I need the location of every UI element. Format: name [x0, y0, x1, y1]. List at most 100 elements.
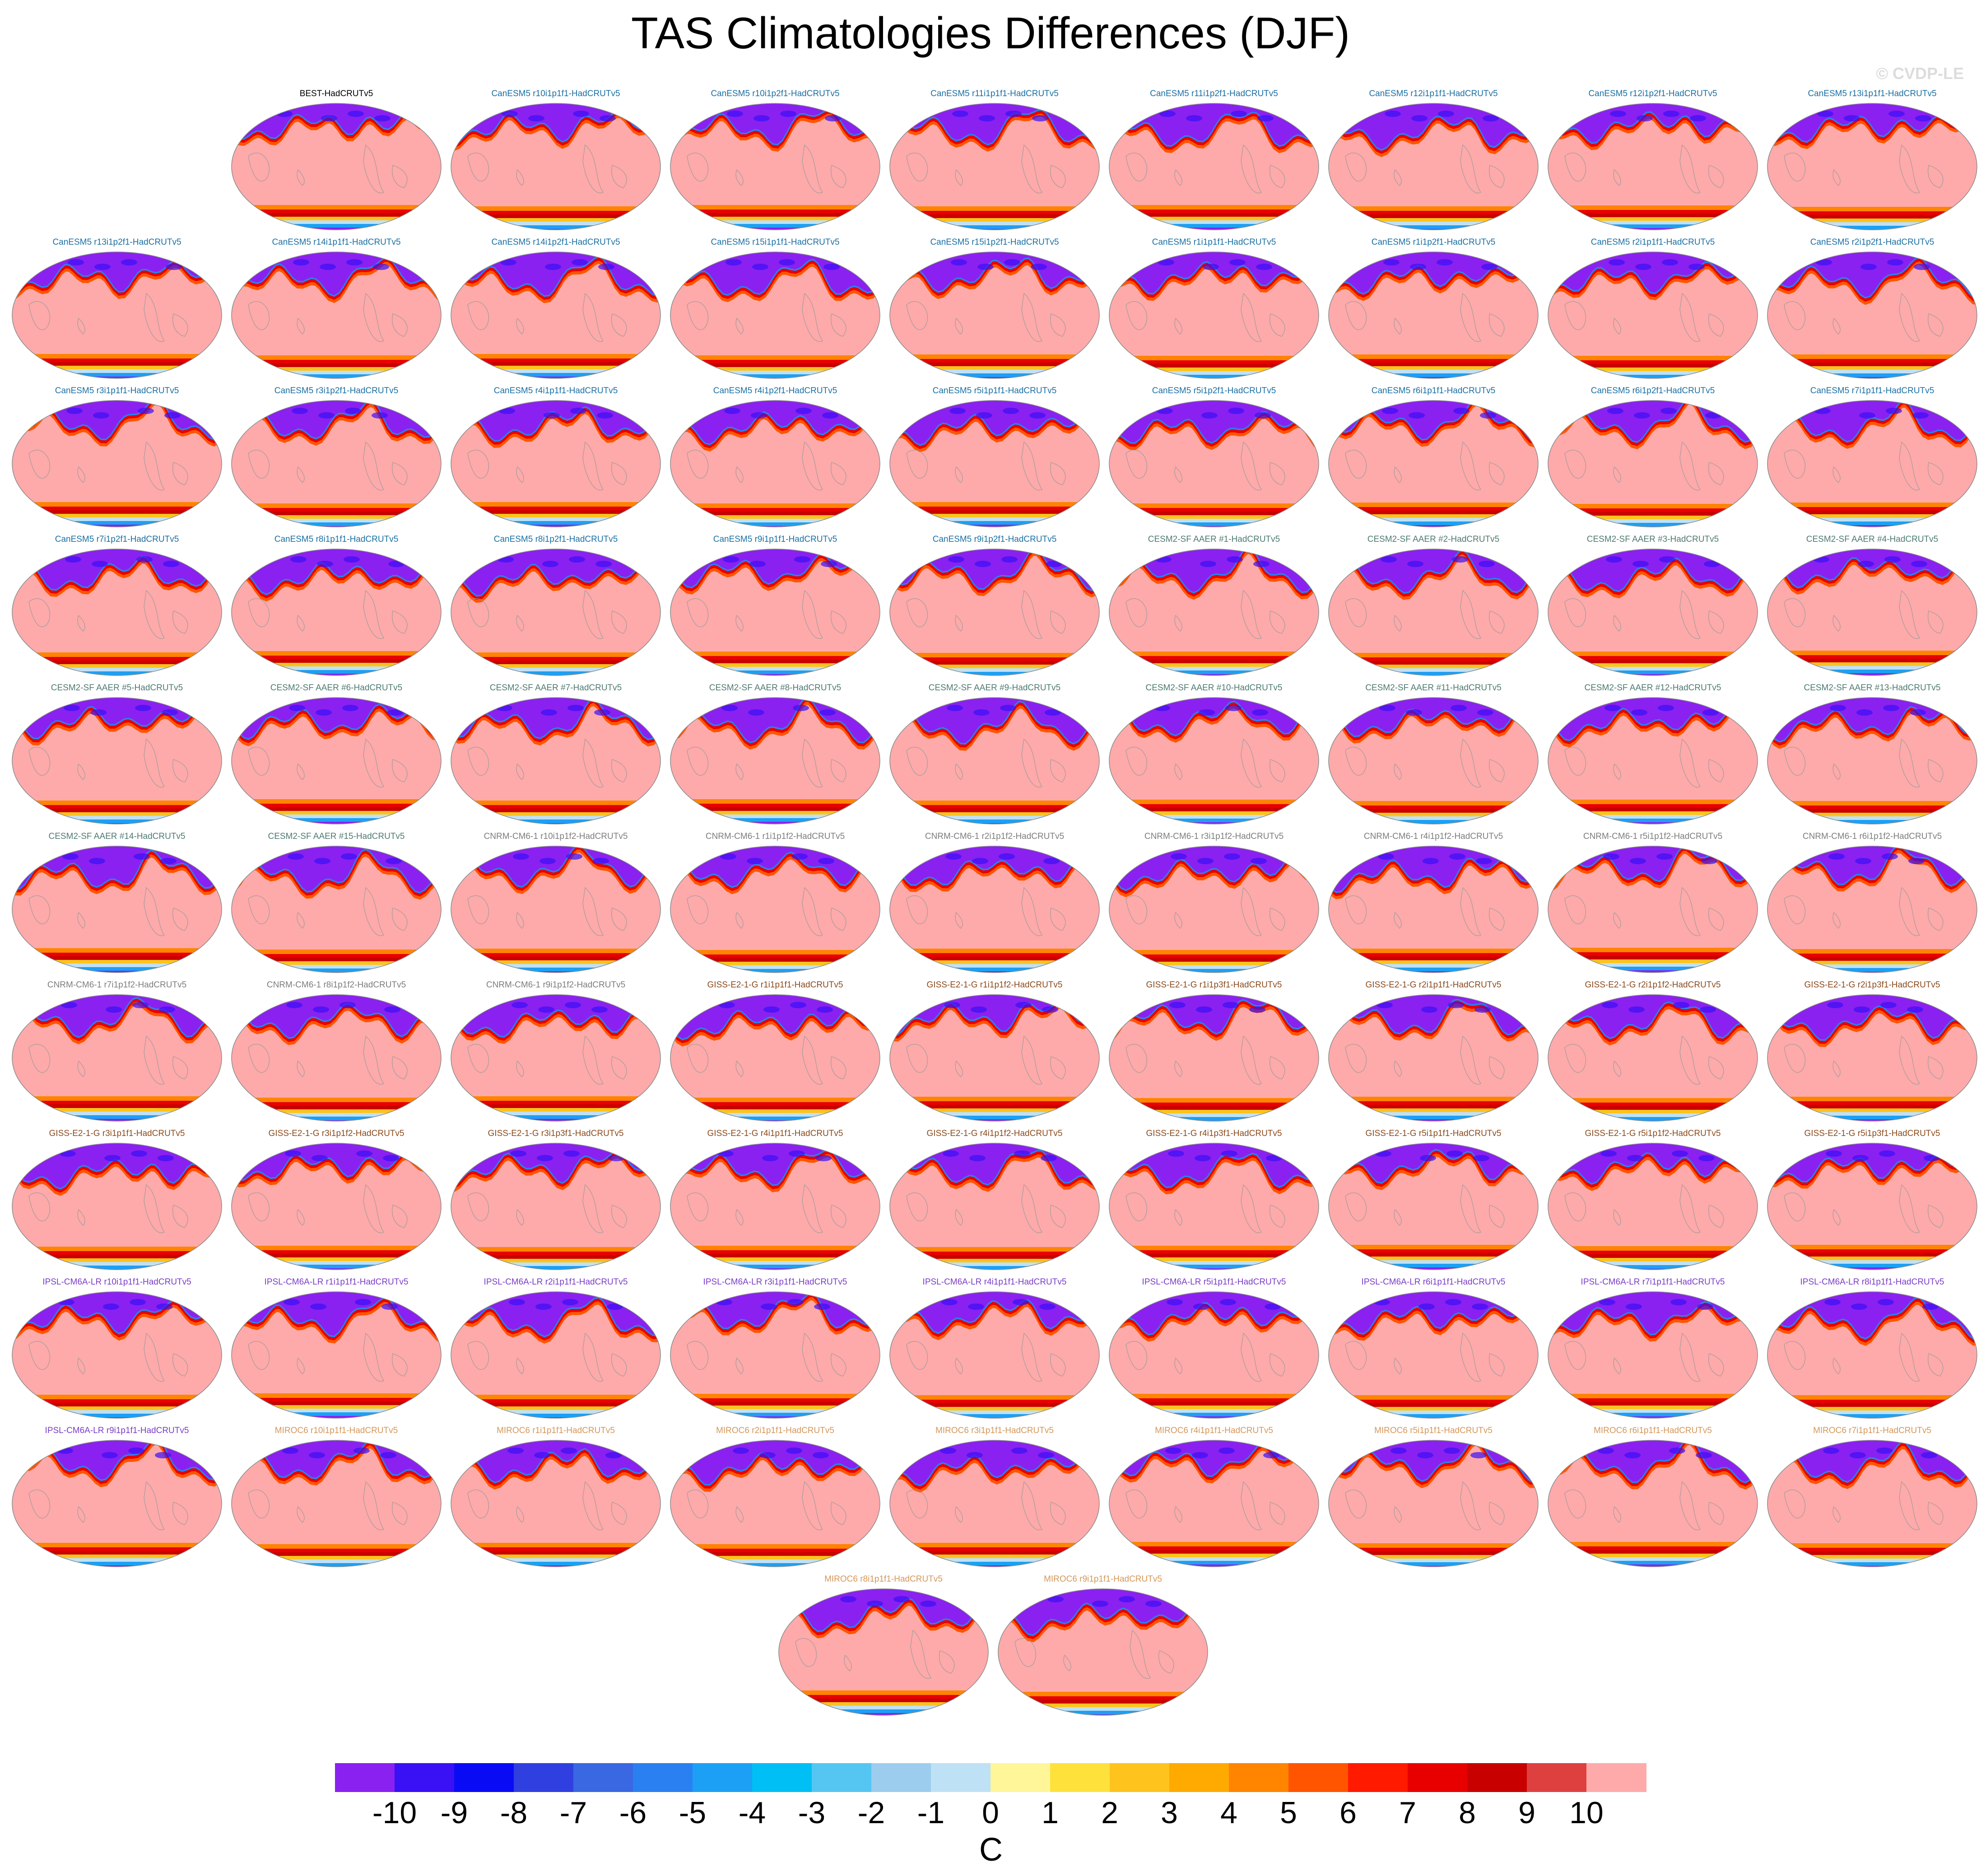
- map-southern-band: [890, 1410, 1099, 1415]
- panel-label: IPSL-CM6A-LR r6i1p1f1-HadCRUTv5: [1361, 1277, 1506, 1287]
- map-cold-region: [890, 549, 1099, 590]
- map-cold-patch: [320, 264, 336, 270]
- map-coastline: [1460, 1481, 1482, 1531]
- map-southern-band: [1767, 1097, 1977, 1102]
- map-coastline: [1564, 1341, 1586, 1370]
- map-southern-band: [1109, 1554, 1319, 1558]
- panel-label: IPSL-CM6A-LR r8i1p1f1-HadCRUTv5: [1800, 1277, 1944, 1287]
- map-cold-patch: [608, 1155, 624, 1161]
- map-coastline: [28, 1341, 51, 1370]
- map-coastline: [1832, 1209, 1841, 1226]
- map-southern-band: [670, 224, 880, 228]
- map-southern-band: [1109, 1098, 1319, 1103]
- map-front-band: [670, 1012, 880, 1047]
- map-front-band: [890, 417, 1099, 452]
- map-coastline: [1394, 466, 1402, 483]
- map-southern-band: [451, 1417, 660, 1418]
- map-cold-patch: [1293, 1150, 1309, 1157]
- map-southern-band: [1109, 1561, 1319, 1565]
- map-panel: CESM2-SF AAER #2-HadCRUTv5: [1324, 534, 1543, 683]
- map-southern-band: [232, 1544, 441, 1549]
- panel-map: [778, 1588, 989, 1716]
- map-southern-band: [670, 1413, 880, 1417]
- map-southern-band: [1329, 229, 1538, 230]
- map-southern-band: [1109, 958, 1319, 962]
- map-cold-patch: [1157, 408, 1173, 414]
- map-cold-patch: [1722, 1448, 1739, 1454]
- map-coastline: [611, 1056, 627, 1080]
- panel-label: CESM2-SF AAER #4-HadCRUTv5: [1806, 535, 1939, 544]
- map-coastline: [1613, 466, 1621, 483]
- map-southern-band: [232, 1552, 441, 1556]
- map-cold-patch: [1701, 858, 1717, 864]
- map-southern-band: [1329, 953, 1538, 957]
- map-coastline: [248, 301, 270, 331]
- map-outline: [1548, 1291, 1758, 1419]
- map-front-band: [1109, 699, 1319, 737]
- map-outline: [1328, 103, 1539, 230]
- map-southern-band: [1548, 1262, 1758, 1266]
- map-coastline: [297, 1209, 305, 1226]
- map-southern-band: [1767, 1543, 1977, 1548]
- map-cold-region: [232, 549, 441, 594]
- map-cold-patch: [818, 858, 834, 864]
- map-front-band: [890, 413, 1099, 446]
- map-coastline: [1489, 1056, 1505, 1080]
- map-front-band: [1329, 1152, 1538, 1190]
- map-front-band: [1109, 1443, 1319, 1482]
- panel-label: BEST-HadCRUTv5: [299, 89, 373, 98]
- map-southern-band: [1767, 366, 1977, 370]
- map-coastline: [687, 895, 709, 925]
- map-panel: CanESM5 r7i1p2f1-HadCRUTv5: [7, 534, 227, 683]
- map-southern-band: [1109, 815, 1319, 819]
- map-cold-patch: [920, 1601, 936, 1607]
- colorbar-box: [454, 1763, 514, 1792]
- panel-map: [1548, 697, 1758, 824]
- map-panel: CanESM5 r12i1p2f1-HadCRUTv5: [1543, 88, 1762, 237]
- map-outline: [12, 400, 222, 527]
- map-southern-band: [1548, 670, 1758, 675]
- map-coastline: [392, 610, 408, 634]
- map-outline: [670, 400, 880, 527]
- map-southern-band: [1109, 1416, 1319, 1418]
- map-cold-patch: [1481, 264, 1497, 270]
- map-cold-patch: [1852, 1155, 1869, 1161]
- map-southern-band: [451, 1262, 660, 1266]
- map-cold-region: [1767, 1292, 1977, 1338]
- map-southern-band: [12, 507, 222, 511]
- map-cold-patch: [1446, 1150, 1463, 1157]
- map-southern-band: [670, 371, 880, 375]
- map-coastline: [144, 590, 165, 639]
- map-southern-band: [890, 229, 1099, 230]
- map-cold-patch: [535, 1303, 552, 1310]
- map-outline: [670, 1291, 880, 1419]
- panel-label: CanESM5 r4i1p1f1-HadCRUTv5: [493, 386, 618, 396]
- map-southern-band: [890, 953, 1099, 957]
- map-southern-band: [1109, 503, 1319, 508]
- map-panel: CESM2-SF AAER #14-HadCRUTv5: [7, 831, 227, 980]
- panel-map: [1109, 994, 1319, 1122]
- panel-map: [1767, 103, 1977, 230]
- map-coastline: [611, 462, 627, 485]
- panel-label: CanESM5 r13i1p1f1-HadCRUTv5: [1808, 89, 1937, 98]
- map-coastline: [297, 317, 305, 335]
- map-southern-band: [1329, 1395, 1538, 1400]
- map-southern-band: [1767, 1101, 1977, 1105]
- panel-map: [451, 1291, 661, 1419]
- map-southern-band: [890, 502, 1099, 507]
- map-southern-band: [451, 1562, 660, 1566]
- map-outline: [1328, 697, 1539, 824]
- map-cold-patch: [819, 709, 836, 716]
- map-front-band: [1109, 1153, 1319, 1192]
- map-southern-band: [451, 1255, 660, 1259]
- map-southern-band: [1548, 360, 1758, 364]
- map-cold-patch: [795, 408, 812, 414]
- map-coastline: [611, 165, 627, 188]
- map-southern-band: [998, 1692, 1208, 1697]
- map-southern-band: [1767, 651, 1977, 656]
- map-coastline: [77, 912, 85, 929]
- map-southern-band: [890, 809, 1099, 813]
- map-southern-band: [670, 954, 880, 959]
- map-cold-patch: [499, 408, 515, 414]
- map-cold-patch: [846, 705, 862, 711]
